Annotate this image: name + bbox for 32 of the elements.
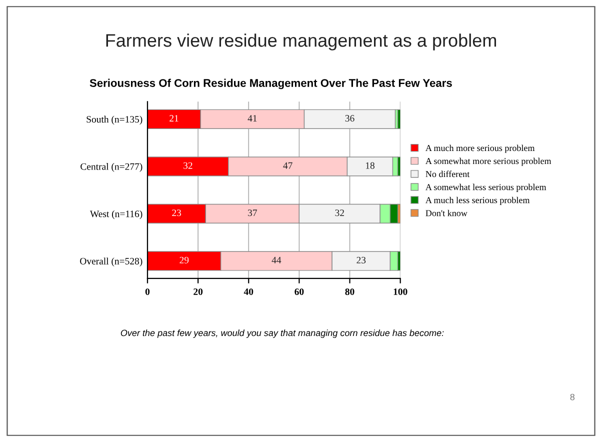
x-tick-label: 0 — [145, 288, 150, 296]
chart-subtitle: Seriousness Of Corn Residue Management Over The Past Few Years — [90, 78, 452, 90]
text: 8 — [570, 394, 575, 400]
data-label: 44 — [272, 256, 282, 264]
legend-label: Don't know — [426, 210, 468, 216]
y-tick-label: South (n=135) — [86, 116, 142, 125]
legend-label: A somewhat less serious problem — [426, 184, 546, 192]
data-label: 23 — [172, 210, 182, 216]
legend-label: A much less serious problem — [426, 196, 530, 206]
y-tick-label: Central (n=277) — [80, 163, 142, 172]
y-tick-label: Overall (n=528) — [80, 258, 142, 266]
data-label: 18 — [366, 162, 374, 169]
data-label: 21 — [170, 115, 178, 122]
data-label: 37 — [248, 210, 257, 216]
legend-label: A much more serious problem — [426, 144, 535, 153]
text: Over the past few years, would you say that managing corn residue has become: — [120, 330, 444, 338]
chart-title: Farmers view residue management as a problem — [106, 34, 496, 50]
data-label: 41 — [248, 115, 257, 122]
y-tick-label: West (n=116) — [90, 210, 142, 220]
data-label: 32 — [184, 162, 192, 169]
legend-label: A somewhat more serious problem — [426, 158, 552, 166]
x-tick-label: 20 — [194, 288, 203, 296]
data-label: 32 — [335, 210, 344, 216]
data-label: 29 — [180, 256, 189, 264]
data-label: 23 — [356, 256, 366, 264]
data-label: 36 — [345, 115, 354, 122]
legend-label: No different — [426, 170, 470, 178]
x-tick-label: 60 — [294, 288, 304, 296]
x-tick-label: 80 — [345, 288, 354, 296]
x-tick-label: 40 — [244, 288, 254, 296]
data-label: 47 — [283, 162, 292, 169]
x-tick-label: 100 — [394, 288, 408, 296]
